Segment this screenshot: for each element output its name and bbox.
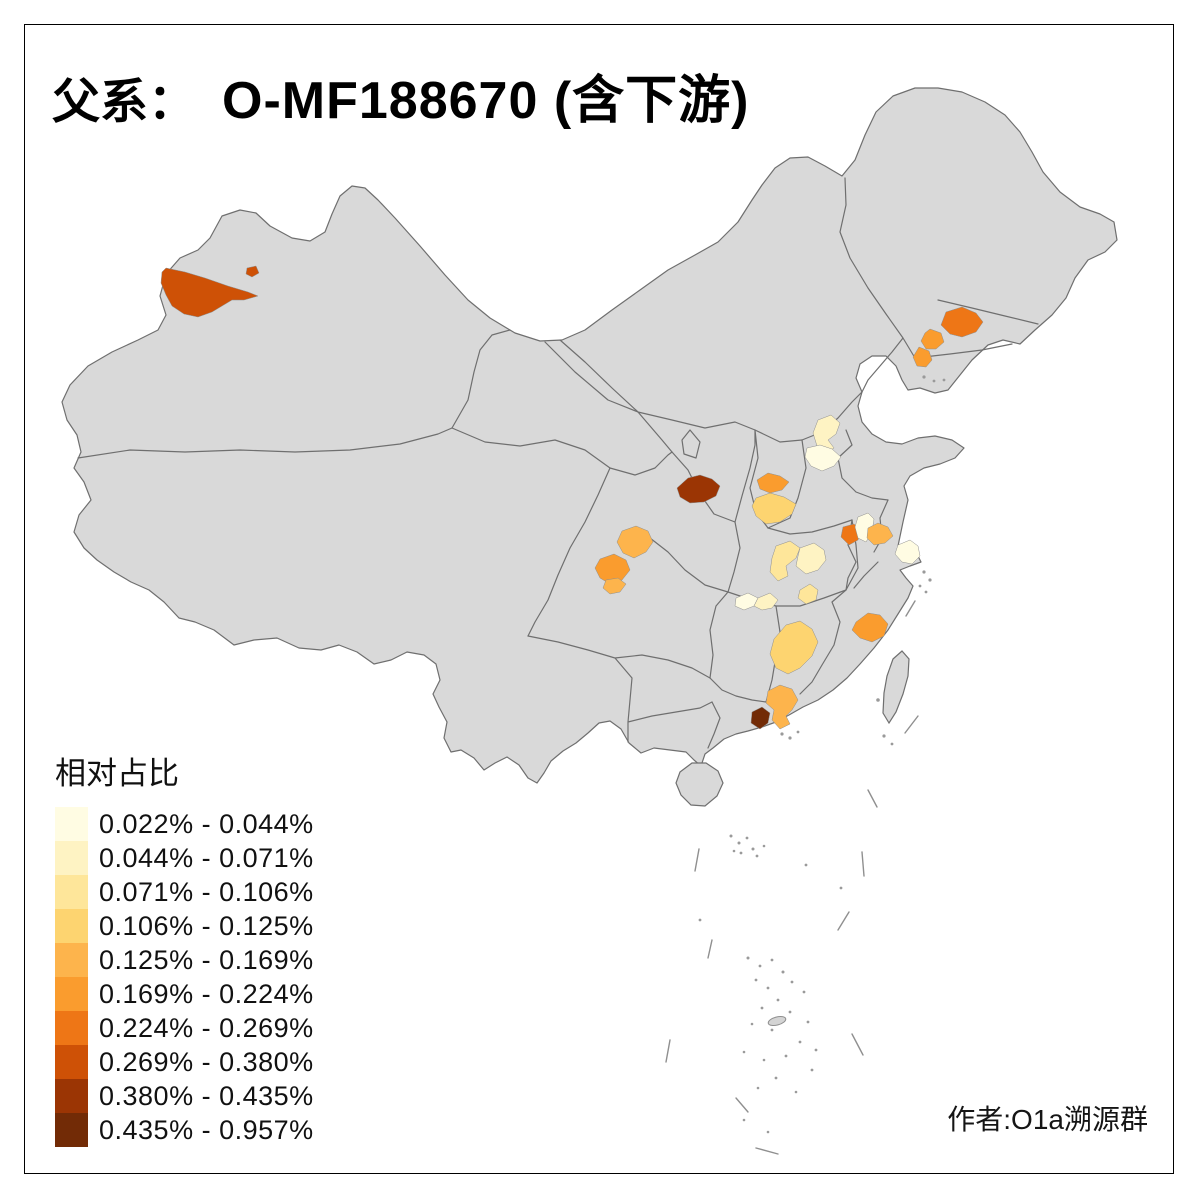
legend: 相对占比 0.022% - 0.044% 0.044% - 0.071% 0.0… [55,748,314,1147]
legend-swatch [55,1113,88,1147]
legend-swatch [55,909,88,943]
legend-row: 0.022% - 0.044% [55,807,314,841]
legend-label: 0.125% - 0.169% [99,944,314,975]
taiwan-island [882,650,910,725]
region-guangdong-north [765,684,799,730]
region-liaoning-middle [920,328,945,350]
province-borders [77,177,1039,749]
region-hebei-south [812,414,841,454]
legend-row: 0.380% - 0.435% [55,1079,314,1113]
legend-swatch [55,1045,88,1079]
legend-row: 0.269% - 0.380% [55,1045,314,1079]
region-hubei-central [795,542,827,575]
legend-row: 0.071% - 0.106% [55,875,314,909]
legend-label: 0.380% - 0.435% [99,1080,314,1111]
region-hubei-west [769,540,801,582]
region-hubei-south [797,583,819,605]
legend-swatch [55,807,88,841]
region-xinjiang-northeast-small [245,265,260,278]
region-shanghai-area [894,539,921,565]
region-henan-west [756,472,790,494]
region-xinjiang-kashgar [160,267,259,318]
region-jiangxi-west [769,620,819,675]
legend-row: 0.044% - 0.071% [55,841,314,875]
title-haplogroup-code: O-MF188670 (含下游) [222,72,750,130]
legend-label: 0.169% - 0.224% [99,978,314,1009]
legend-label: 0.269% - 0.380% [99,1046,314,1077]
region-sichuan-south [602,577,627,595]
spratly-island-large [767,1015,787,1027]
sea-dash-lines [665,600,919,1155]
legend-title: 相对占比 [55,756,179,791]
legend-label: 0.106% - 0.125% [99,910,314,941]
legend-swatch [55,977,88,1011]
legend-label: 0.071% - 0.106% [99,876,314,907]
region-fujian-northeast [851,612,889,643]
region-sichuan-chengdu [594,553,631,585]
legend-row: 0.125% - 0.169% [55,943,314,977]
sea-island-specks [698,375,946,1134]
legend-row: 0.169% - 0.224% [55,977,314,1011]
legend-label: 0.224% - 0.269% [99,1012,314,1043]
region-gansu-southeast [676,474,721,504]
author-attribution: 作者:O1a溯源群 [947,1104,1148,1135]
legend-label: 0.044% - 0.071% [99,842,314,873]
hainan-island [675,762,724,807]
region-guangdong-west [750,706,771,730]
region-liaoning-southwest [912,346,933,368]
legend-swatch [55,875,88,909]
legend-label: 0.435% - 0.957% [99,1114,314,1145]
region-liaoning-east [940,306,984,338]
legend-label: 0.022% - 0.044% [99,808,314,839]
china-mainland [61,87,1118,784]
region-hunan-north-east [753,592,779,611]
legend-swatch [55,943,88,977]
legend-row: 0.106% - 0.125% [55,909,314,943]
region-jiangsu-east [866,522,894,546]
region-shandong-west [804,444,842,472]
title-chinese-prefix: 父系： [52,76,197,129]
page-title: 父系： O-MF188670 (含下游) [52,58,749,133]
region-henan-southwest [751,492,797,525]
legend-swatch [55,841,88,875]
legend-swatch [55,1079,88,1113]
legend-row: 0.224% - 0.269% [55,1011,314,1045]
choropleth-regions [160,265,984,730]
region-sichuan-northeast [616,525,654,559]
legend-row: 0.435% - 0.957% [55,1113,314,1147]
legend-swatch [55,1011,88,1045]
